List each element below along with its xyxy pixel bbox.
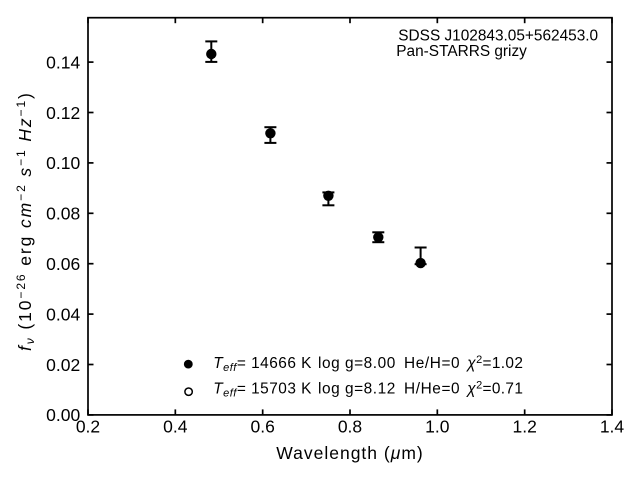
svg-text:log g=8.12: log g=8.12 [318, 381, 396, 398]
svg-text:0.4: 0.4 [163, 417, 188, 437]
svg-text:χ2=1.02: χ2=1.02 [465, 354, 523, 372]
svg-text:Teff= 15703 K: Teff= 15703 K [213, 381, 312, 400]
svg-text:1.2: 1.2 [513, 417, 537, 437]
svg-text:1.0: 1.0 [425, 417, 450, 437]
svg-text:log g=8.00: log g=8.00 [318, 355, 396, 372]
svg-text:0.8: 0.8 [338, 417, 362, 437]
svg-text:SDSS J102843.05+562453.0: SDSS J102843.05+562453.0 [398, 27, 598, 44]
svg-text:H/He=0: H/He=0 [404, 381, 460, 398]
svg-text:0.6: 0.6 [251, 417, 275, 437]
svg-text:0.08: 0.08 [46, 204, 80, 224]
svg-text:He/H=0: He/H=0 [404, 355, 460, 372]
svg-text:0.12: 0.12 [46, 103, 80, 123]
svg-text:0.04: 0.04 [46, 304, 80, 324]
svg-text:0.10: 0.10 [46, 153, 80, 173]
svg-text:1.4: 1.4 [600, 417, 625, 437]
svg-text:0.06: 0.06 [46, 254, 80, 274]
svg-text:Pan-STARRS grizy: Pan-STARRS grizy [396, 43, 527, 60]
svg-text:0.2: 0.2 [76, 417, 100, 437]
svg-text:0.14: 0.14 [46, 52, 80, 72]
svg-text:χ2=0.71: χ2=0.71 [465, 380, 523, 398]
svg-text:Teff= 14666 K: Teff= 14666 K [213, 355, 312, 374]
svg-text:Wavelength (μm): Wavelength (μm) [276, 443, 423, 463]
svg-text:0.00: 0.00 [46, 405, 80, 425]
svg-text:0.02: 0.02 [46, 355, 80, 375]
svg-text:fν (10−26 erg cm−2 s−1 Hz−1): fν (10−26 erg cm−2 s−1 Hz−1) [14, 91, 37, 351]
